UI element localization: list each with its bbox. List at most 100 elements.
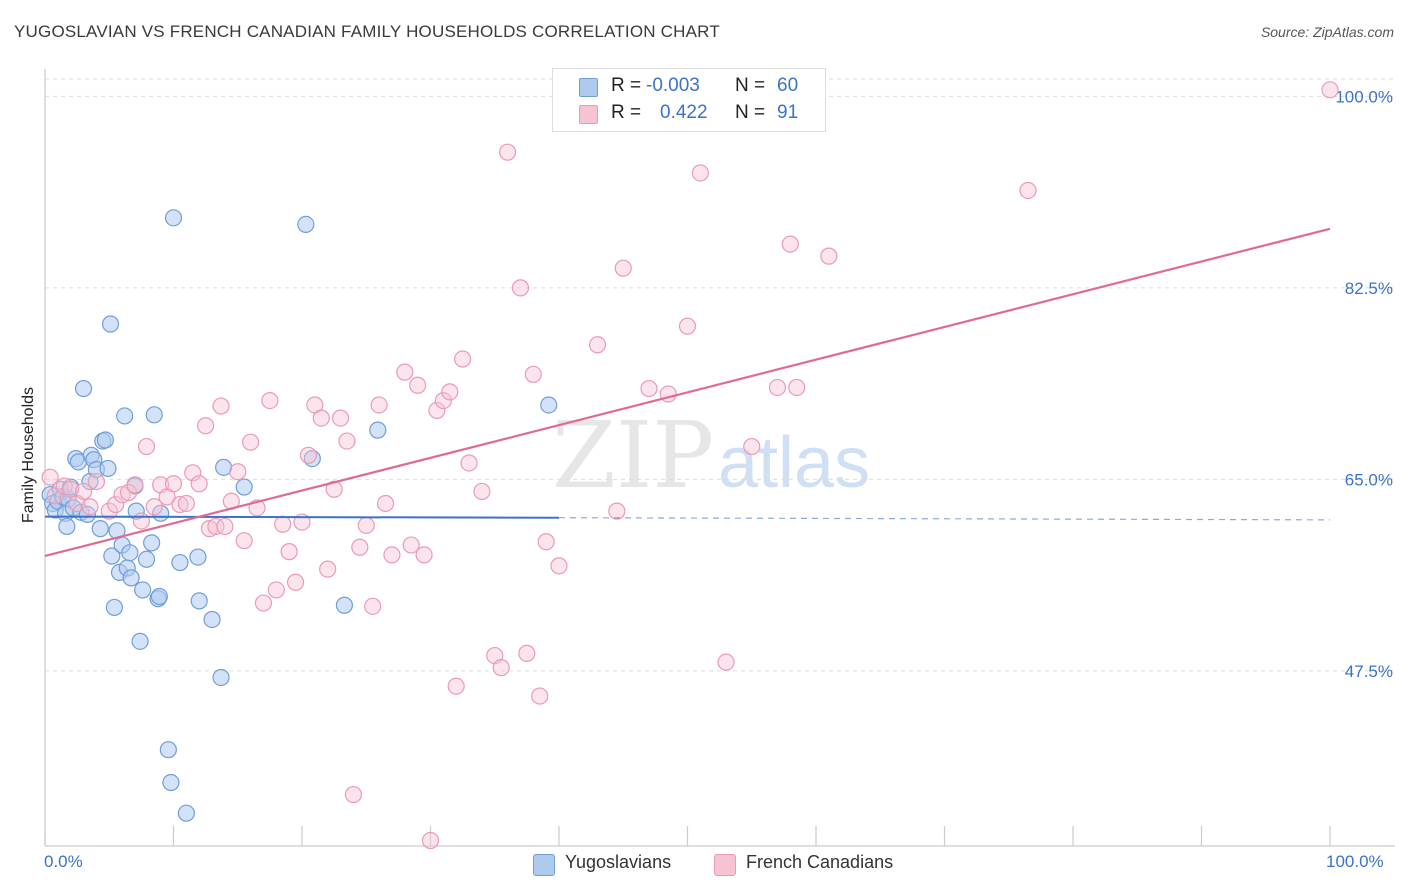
legend-n-value: 91 — [777, 102, 799, 123]
trend-line-yugoslavians-extension — [558, 517, 1331, 521]
data-point-yugoslavians — [190, 592, 208, 610]
data-point-french-canadians — [299, 446, 318, 464]
grid-lines — [45, 78, 1395, 672]
legend-swatch-pink — [714, 854, 736, 876]
data-point-french-canadians — [788, 378, 806, 397]
data-point-french-canadians — [100, 502, 118, 520]
data-point-yugoslavians — [203, 610, 221, 629]
data-point-french-canadians — [768, 378, 787, 397]
data-point-yugoslavians — [540, 396, 558, 414]
data-point-french-canadians — [428, 401, 446, 420]
series-legend: Yugoslavians French Canadians — [0, 851, 1406, 879]
data-point-french-canadians — [212, 397, 230, 415]
data-point-french-canadians — [229, 463, 247, 481]
trend-line-yugoslavians — [44, 515, 560, 519]
data-point-french-canadians — [640, 379, 658, 398]
data-point-yugoslavians — [131, 632, 149, 650]
data-point-french-canadians — [74, 482, 93, 501]
data-point-french-canadians — [743, 437, 761, 456]
data-point-french-canadians — [460, 454, 478, 472]
data-point-french-canadians — [537, 533, 555, 551]
watermark: ZIP atlas — [552, 402, 870, 509]
data-point-yugoslavians — [96, 431, 114, 449]
y-tick-label: 100.0% — [1335, 87, 1393, 106]
data-point-french-canadians — [1019, 181, 1037, 200]
data-point-yugoslavians — [74, 379, 93, 398]
data-point-yugoslavians — [103, 547, 121, 565]
data-point-french-canadians — [87, 472, 106, 491]
data-point-yugoslavians — [369, 421, 387, 439]
trend-line-french-canadians — [44, 227, 1331, 558]
data-point-yugoslavians — [101, 315, 120, 333]
data-point-french-canadians — [383, 546, 401, 564]
stats-legend: R = -0.003 N = 60 R = 0.422 N = 91 — [552, 68, 826, 132]
source-label: Source: ZipAtlas.com — [1260, 24, 1394, 40]
data-point-french-canadians — [274, 515, 292, 533]
data-point-french-canadians — [376, 494, 395, 513]
legend-swatch-pink — [579, 105, 598, 124]
data-point-yugoslavians — [335, 596, 354, 614]
data-point-french-canadians — [261, 391, 279, 410]
data-point-french-canadians — [190, 475, 208, 493]
data-point-french-canadians — [678, 317, 697, 335]
data-point-french-canadians — [454, 350, 472, 368]
series-french-canadians — [41, 81, 1339, 850]
data-point-french-canadians — [370, 396, 388, 414]
data-point-french-canadians — [113, 486, 131, 504]
y-tick-label: 47.5% — [1345, 662, 1393, 681]
data-point-french-canadians — [364, 597, 382, 615]
data-point-french-canadians — [473, 482, 491, 501]
data-point-french-canadians — [312, 409, 330, 427]
data-point-french-canadians — [531, 687, 549, 705]
data-point-yugoslavians — [145, 406, 163, 424]
data-point-french-canadians — [177, 494, 195, 513]
data-point-french-canadians — [441, 383, 459, 401]
data-point-yugoslavians — [177, 804, 195, 822]
data-point-french-canadians — [781, 235, 799, 253]
data-point-french-canadians — [351, 538, 369, 556]
data-point-french-canadians — [550, 557, 568, 575]
data-point-yugoslavians — [122, 569, 140, 587]
data-point-french-canadians — [691, 164, 709, 182]
data-point-french-canadians — [216, 517, 234, 536]
y-tick-label: 65.0% — [1345, 470, 1393, 489]
data-point-yugoslavians — [143, 534, 161, 552]
legend-label: French Canadians — [746, 852, 894, 872]
legend-label: Yugoslavians — [565, 852, 672, 872]
axes — [44, 69, 1395, 847]
legend-r-label: R = — [611, 102, 642, 123]
data-point-french-canadians — [286, 573, 305, 591]
legend-r-value: 0.422 — [660, 102, 708, 123]
data-point-french-canadians — [164, 475, 183, 493]
legend-r-label: R = — [611, 75, 642, 96]
data-point-french-canadians — [41, 468, 59, 486]
data-point-yugoslavians — [212, 668, 230, 687]
data-point-yugoslavians — [235, 478, 253, 496]
data-point-french-canadians — [511, 279, 530, 297]
data-point-yugoslavians — [150, 587, 168, 606]
y-tick-labels: 47.5% 65.0% 82.5% 100.0% — [1335, 87, 1393, 681]
data-point-french-canadians — [344, 785, 362, 804]
data-point-french-canadians — [717, 653, 735, 671]
watermark-atlas: atlas — [718, 423, 870, 503]
legend-n-label: N = — [735, 75, 766, 96]
data-point-french-canadians — [254, 594, 273, 612]
data-point-french-canadians — [409, 376, 427, 394]
y-tick-label: 82.5% — [1345, 279, 1393, 298]
data-point-french-canadians — [137, 437, 156, 456]
data-point-french-canadians — [235, 532, 253, 550]
data-point-yugoslavians — [164, 209, 183, 227]
data-point-french-canadians — [267, 581, 285, 599]
data-point-yugoslavians — [99, 459, 117, 478]
legend-row-yugoslavians: R = -0.003 N = 60 — [553, 73, 825, 99]
data-point-yugoslavians — [134, 581, 152, 599]
legend-swatch-blue — [579, 78, 598, 97]
data-point-french-canadians — [338, 432, 356, 450]
watermark-zip: ZIP — [552, 402, 714, 509]
data-point-french-canadians — [184, 464, 202, 482]
x-tick-label-min: 0.0% — [44, 852, 83, 871]
data-point-french-canadians — [132, 512, 150, 530]
data-point-yugoslavians — [162, 773, 180, 792]
legend-row-french-canadians: R = 0.422 N = 91 — [553, 100, 825, 126]
data-point-yugoslavians — [159, 741, 177, 759]
